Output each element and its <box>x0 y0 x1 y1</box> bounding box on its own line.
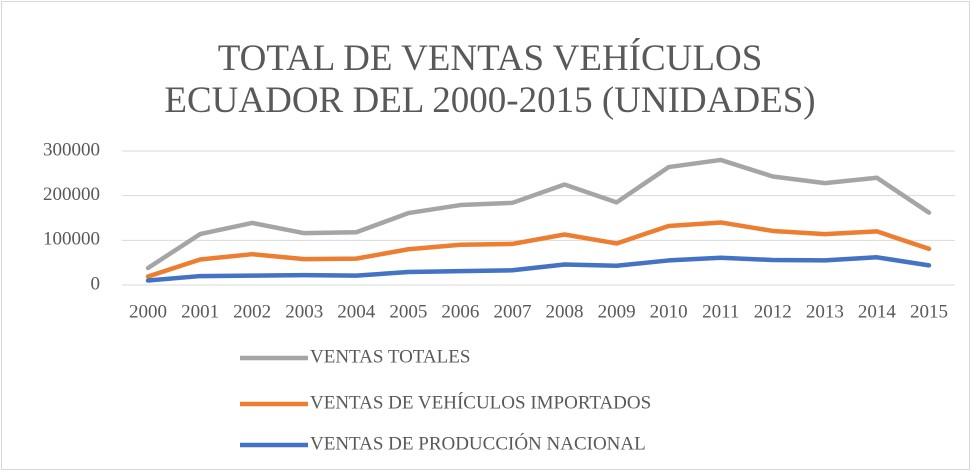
chart-title: TOTAL DE VENTAS VEHÍCULOS ECUADOR DEL 20… <box>164 38 816 121</box>
x-tick-label: 2011 <box>702 301 739 322</box>
x-tick-label: 2008 <box>546 301 584 322</box>
series-line <box>145 157 932 271</box>
legend-label: VENTAS DE VEHÍCULOS IMPORTADOS <box>310 391 651 413</box>
x-tick-label: 2000 <box>129 301 167 322</box>
x-tick-label: 2015 <box>910 301 948 322</box>
x-tick-label: 2012 <box>754 301 792 322</box>
x-tick-label: 2001 <box>181 301 219 322</box>
x-tick-label: 2014 <box>858 301 897 322</box>
x-tick-label: 2003 <box>285 301 323 322</box>
x-tick-label: 2009 <box>598 301 636 322</box>
x-tick-label: 2010 <box>650 301 688 322</box>
legend-label: VENTAS DE PRODUCCIÓN NACIONAL <box>310 432 646 454</box>
y-tick-label: 0 <box>91 273 101 294</box>
series-line <box>145 220 932 279</box>
y-tick-label: 200000 <box>43 184 100 205</box>
y-tick-label: 300000 <box>43 139 100 160</box>
x-tick-label: 2002 <box>233 301 271 322</box>
x-tick-label: 2006 <box>441 301 479 322</box>
y-tick-label: 100000 <box>43 229 100 250</box>
x-tick-label: 2005 <box>389 301 427 322</box>
x-tick-label: 2013 <box>806 301 844 322</box>
legend-label: VENTAS TOTALES <box>310 346 470 367</box>
x-tick-label: 2007 <box>493 301 531 322</box>
series-line <box>145 255 932 283</box>
x-tick-label: 2004 <box>337 301 376 322</box>
